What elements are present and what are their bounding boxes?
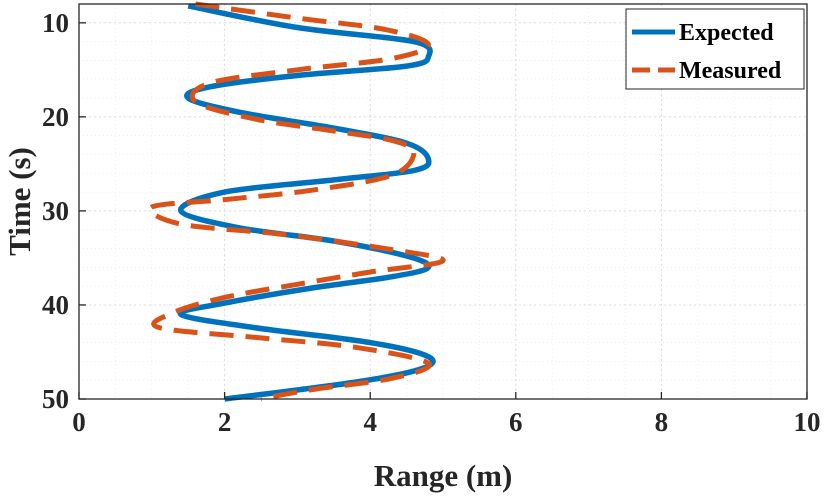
x-tick-label: 8 [655,407,669,437]
legend-box [625,8,805,90]
legend: Expected Measured [625,8,805,90]
legend-label-measured: Measured [679,58,782,84]
y-axis-label: Time (s) [2,147,37,256]
y-tick-label: 40 [42,290,69,320]
axis-ticks: 0 2 4 6 8 10 10 20 30 40 50 [42,8,821,437]
legend-label-expected: Expected [679,20,774,46]
x-tick-label: 4 [363,407,377,437]
x-tick-label: 10 [794,407,821,437]
series-line-measured [147,1,446,402]
y-tick-label: 10 [42,8,69,38]
x-axis-label: Range (m) [374,458,513,493]
series-group [147,1,446,402]
x-tick-label: 0 [72,407,86,437]
x-tick-label: 6 [509,407,523,437]
y-tick-label: 20 [42,102,69,132]
series-line-expected [177,3,436,402]
y-tick-label: 50 [42,384,69,414]
y-tick-label: 30 [42,196,69,226]
x-tick-label: 2 [218,407,232,437]
plot-frame [78,3,808,400]
